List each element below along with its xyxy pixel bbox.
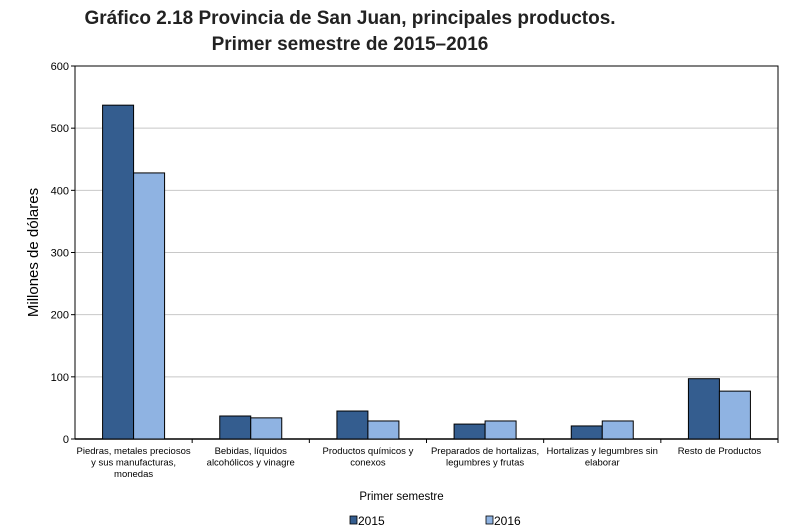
x-category-label: Piedras, metales preciosos xyxy=(77,446,191,457)
legend-label-2015: 2015 xyxy=(358,514,385,528)
y-tick-label: 600 xyxy=(51,61,69,73)
y-tick-label: 200 xyxy=(51,310,69,322)
bar-2016 xyxy=(484,420,517,440)
x-category-label: Resto de Productos xyxy=(678,446,762,457)
x-category-label: Preparados de hortalizas, xyxy=(431,446,539,457)
bar-2016 xyxy=(601,420,634,440)
y-tick-label: 400 xyxy=(51,185,69,197)
x-category-label: Productos químicos y xyxy=(323,446,414,457)
x-category-label: alcohólicos y vinagre xyxy=(207,458,295,469)
chart-subtitle: Primer semestre de 2015–2016 xyxy=(211,34,489,55)
legend-swatch-2015 xyxy=(349,515,358,525)
bar-2015 xyxy=(453,423,486,440)
x-axis-label: Primer semestre xyxy=(359,491,443,503)
y-tick-label: 100 xyxy=(51,372,69,384)
bar-2015 xyxy=(102,104,135,440)
legend-label-2016: 2016 xyxy=(494,514,521,528)
x-category-label: y sus manufacturas, xyxy=(91,458,176,469)
bar-2015 xyxy=(336,410,369,440)
bar-2015 xyxy=(687,378,720,440)
x-category-label: Bebidas, líquidos xyxy=(215,446,288,457)
bar-2016 xyxy=(250,417,283,440)
x-category-label: Hortalizas y legumbres sin xyxy=(547,446,658,457)
x-category-label: legumbres y frutas xyxy=(446,458,524,469)
x-category-label: elaborar xyxy=(585,458,620,469)
bar-2016 xyxy=(133,172,166,440)
x-category-label: monedas xyxy=(114,469,153,480)
bar-2016 xyxy=(718,390,751,440)
y-axis-label: Millones de dólares xyxy=(25,188,42,317)
y-tick-label: 500 xyxy=(51,123,69,135)
y-tick-label: 0 xyxy=(63,434,69,446)
y-tick-label: 300 xyxy=(51,248,69,260)
legend-swatch-2016 xyxy=(485,515,494,525)
bar-2015 xyxy=(570,425,603,440)
chart-title: Gráfico 2.18 Provincia de San Juan, prin… xyxy=(84,8,616,29)
bar-2016 xyxy=(367,420,400,440)
x-category-label: conexos xyxy=(350,458,386,469)
bar-2015 xyxy=(219,415,252,440)
